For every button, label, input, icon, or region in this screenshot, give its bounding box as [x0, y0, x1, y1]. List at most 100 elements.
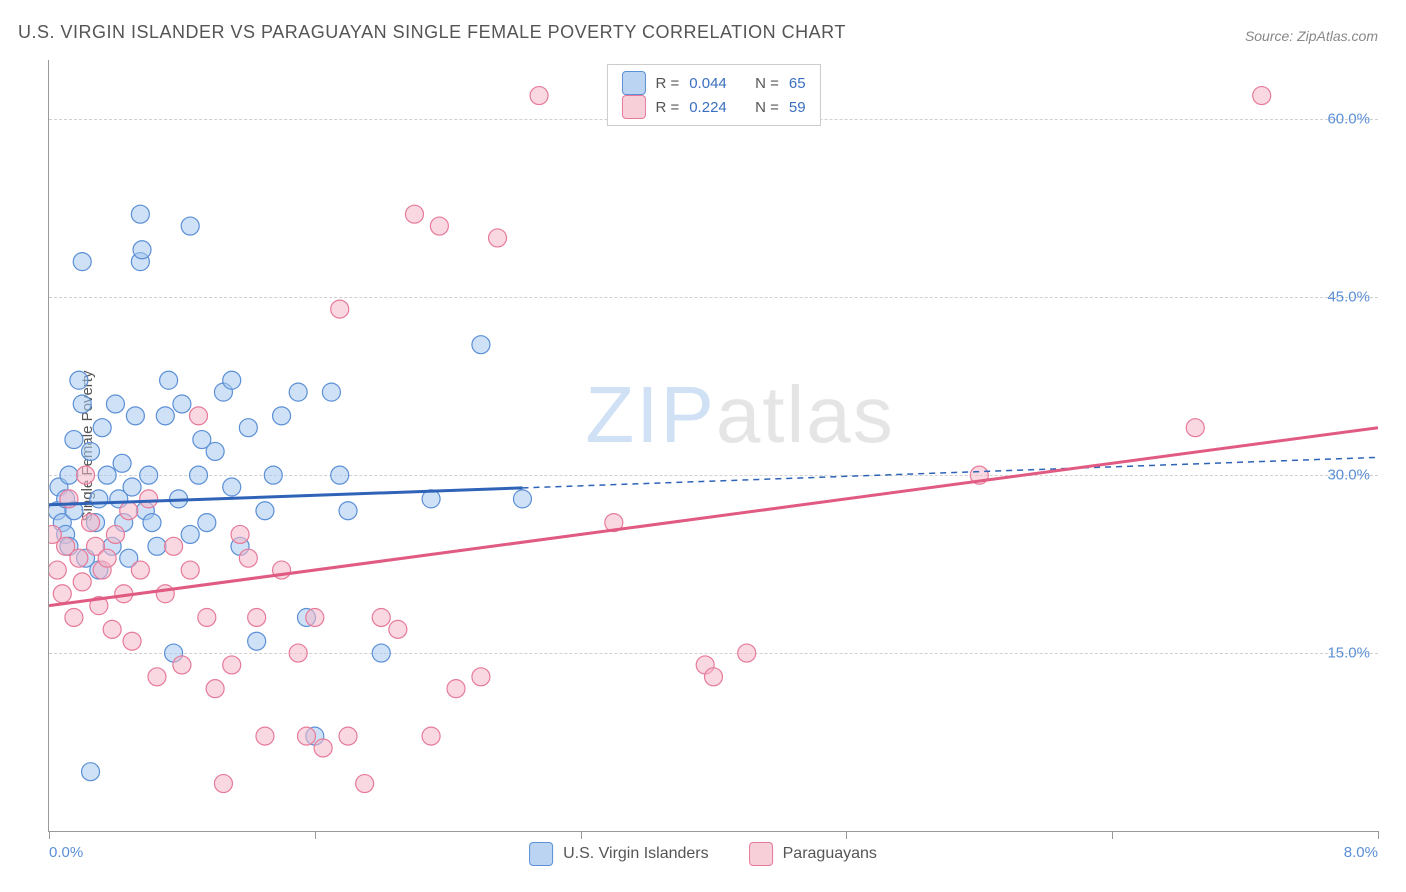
data-point — [148, 668, 166, 686]
chart-title: U.S. VIRGIN ISLANDER VS PARAGUAYAN SINGL… — [18, 22, 846, 43]
legend-label-pink: Paraguayans — [783, 845, 877, 863]
swatch-blue-icon — [529, 842, 553, 866]
data-point — [120, 502, 138, 520]
series-legend: U.S. Virgin Islanders Paraguayans — [529, 842, 877, 866]
data-point — [140, 490, 158, 508]
x-tick — [581, 831, 582, 839]
data-point — [82, 442, 100, 460]
n-value-blue: 65 — [789, 75, 806, 92]
legend-label-blue: U.S. Virgin Islanders — [563, 845, 709, 863]
data-point — [206, 442, 224, 460]
data-point — [126, 407, 144, 425]
data-point — [98, 549, 116, 567]
data-point — [331, 466, 349, 484]
data-point — [98, 466, 116, 484]
data-point — [73, 573, 91, 591]
data-point — [331, 300, 349, 318]
data-point — [231, 525, 249, 543]
data-point — [239, 549, 257, 567]
data-point — [472, 668, 490, 686]
source-attribution: Source: ZipAtlas.com — [1245, 28, 1378, 44]
data-point — [372, 608, 390, 626]
x-tick — [1378, 831, 1379, 839]
data-point — [65, 608, 83, 626]
n-label: N = — [755, 99, 779, 116]
data-point — [1253, 87, 1271, 105]
data-point — [70, 371, 88, 389]
data-point — [239, 419, 257, 437]
correlation-legend: R = 0.044 N = 65 R = 0.224 N = 59 — [606, 64, 820, 126]
x-tick-max: 8.0% — [1344, 844, 1378, 861]
data-point — [103, 620, 121, 638]
data-point — [289, 644, 307, 662]
data-point — [190, 466, 208, 484]
x-tick — [846, 831, 847, 839]
data-point — [472, 336, 490, 354]
data-point — [131, 561, 149, 579]
legend-item-pink: Paraguayans — [749, 842, 877, 866]
data-point — [306, 608, 324, 626]
data-point — [322, 383, 340, 401]
trend-line-dashed — [522, 457, 1378, 488]
data-point — [273, 407, 291, 425]
data-point — [181, 561, 199, 579]
data-point — [165, 537, 183, 555]
legend-row-pink: R = 0.224 N = 59 — [621, 95, 805, 119]
data-point — [173, 395, 191, 413]
scatter-svg — [49, 60, 1378, 831]
data-point — [214, 775, 232, 793]
data-point — [256, 727, 274, 745]
data-point — [190, 407, 208, 425]
data-point — [123, 632, 141, 650]
data-point — [530, 87, 548, 105]
swatch-pink-icon — [621, 95, 645, 119]
x-tick — [315, 831, 316, 839]
r-label: R = — [655, 75, 679, 92]
data-point — [77, 466, 95, 484]
data-point — [82, 514, 100, 532]
data-point — [106, 395, 124, 413]
data-point — [90, 490, 108, 508]
data-point — [65, 431, 83, 449]
data-point — [356, 775, 374, 793]
data-point — [173, 656, 191, 674]
data-point — [113, 454, 131, 472]
data-point — [314, 739, 332, 757]
data-point — [123, 478, 141, 496]
data-point — [223, 478, 241, 496]
swatch-pink-icon — [749, 842, 773, 866]
data-point — [73, 253, 91, 271]
data-point — [133, 241, 151, 259]
data-point — [53, 585, 71, 603]
data-point — [264, 466, 282, 484]
data-point — [248, 608, 266, 626]
data-point — [160, 371, 178, 389]
data-point — [223, 371, 241, 389]
data-point — [372, 644, 390, 662]
data-point — [181, 525, 199, 543]
data-point — [430, 217, 448, 235]
data-point — [1186, 419, 1204, 437]
data-point — [513, 490, 531, 508]
data-point — [339, 727, 357, 745]
x-tick — [1112, 831, 1113, 839]
data-point — [705, 668, 723, 686]
data-point — [140, 466, 158, 484]
data-point — [447, 680, 465, 698]
data-point — [70, 549, 88, 567]
data-point — [49, 561, 66, 579]
data-point — [339, 502, 357, 520]
data-point — [143, 514, 161, 532]
data-point — [256, 502, 274, 520]
x-tick-min: 0.0% — [49, 844, 83, 861]
data-point — [405, 205, 423, 223]
swatch-blue-icon — [621, 71, 645, 95]
data-point — [422, 727, 440, 745]
data-point — [389, 620, 407, 638]
n-value-pink: 59 — [789, 99, 806, 116]
data-point — [198, 514, 216, 532]
data-point — [738, 644, 756, 662]
data-point — [148, 537, 166, 555]
trend-line-solid — [49, 428, 1378, 606]
data-point — [73, 395, 91, 413]
